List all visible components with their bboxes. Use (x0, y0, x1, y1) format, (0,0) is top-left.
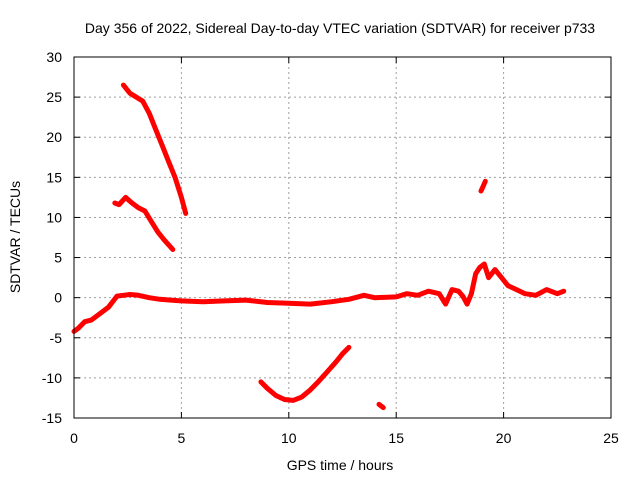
y-tick-label: 30 (46, 49, 62, 65)
x-tick-label: 0 (70, 430, 78, 446)
y-tick-label: 0 (54, 290, 62, 306)
y-tick-label: 20 (46, 129, 62, 145)
x-tick-label: 25 (603, 430, 619, 446)
y-tick-label: -5 (50, 330, 63, 346)
x-tick-label: 10 (281, 430, 297, 446)
x-axis-label: GPS time / hours (287, 457, 394, 473)
series-spot-14h (376, 401, 386, 411)
series-high-arc (120, 82, 189, 216)
y-tick-label: 25 (46, 89, 62, 105)
y-tick-label: -15 (42, 410, 62, 426)
grid (74, 57, 611, 418)
series-spot-19h (478, 178, 488, 194)
series-mid-arc (112, 194, 176, 252)
y-tick-label: 5 (54, 250, 62, 266)
series-low-arc (258, 344, 352, 403)
chart-title: Day 356 of 2022, Sidereal Day-to-day VTE… (85, 20, 595, 36)
y-tick-label: 10 (46, 209, 62, 225)
y-axis-label: SDTVAR / TECUs (7, 181, 23, 293)
axis-ticks: 0 5 10 15 20 25 -15 -10 -5 0 5 10 15 20 25 30 (42, 49, 619, 446)
x-tick-label: 20 (496, 430, 512, 446)
data-series (71, 82, 567, 411)
plot-frame (73, 56, 612, 419)
series-main-track (71, 261, 567, 334)
x-tick-label: 5 (178, 430, 186, 446)
y-tick-label: 15 (46, 169, 62, 185)
x-tick-label: 15 (388, 430, 404, 446)
y-tick-label: -10 (42, 370, 62, 386)
